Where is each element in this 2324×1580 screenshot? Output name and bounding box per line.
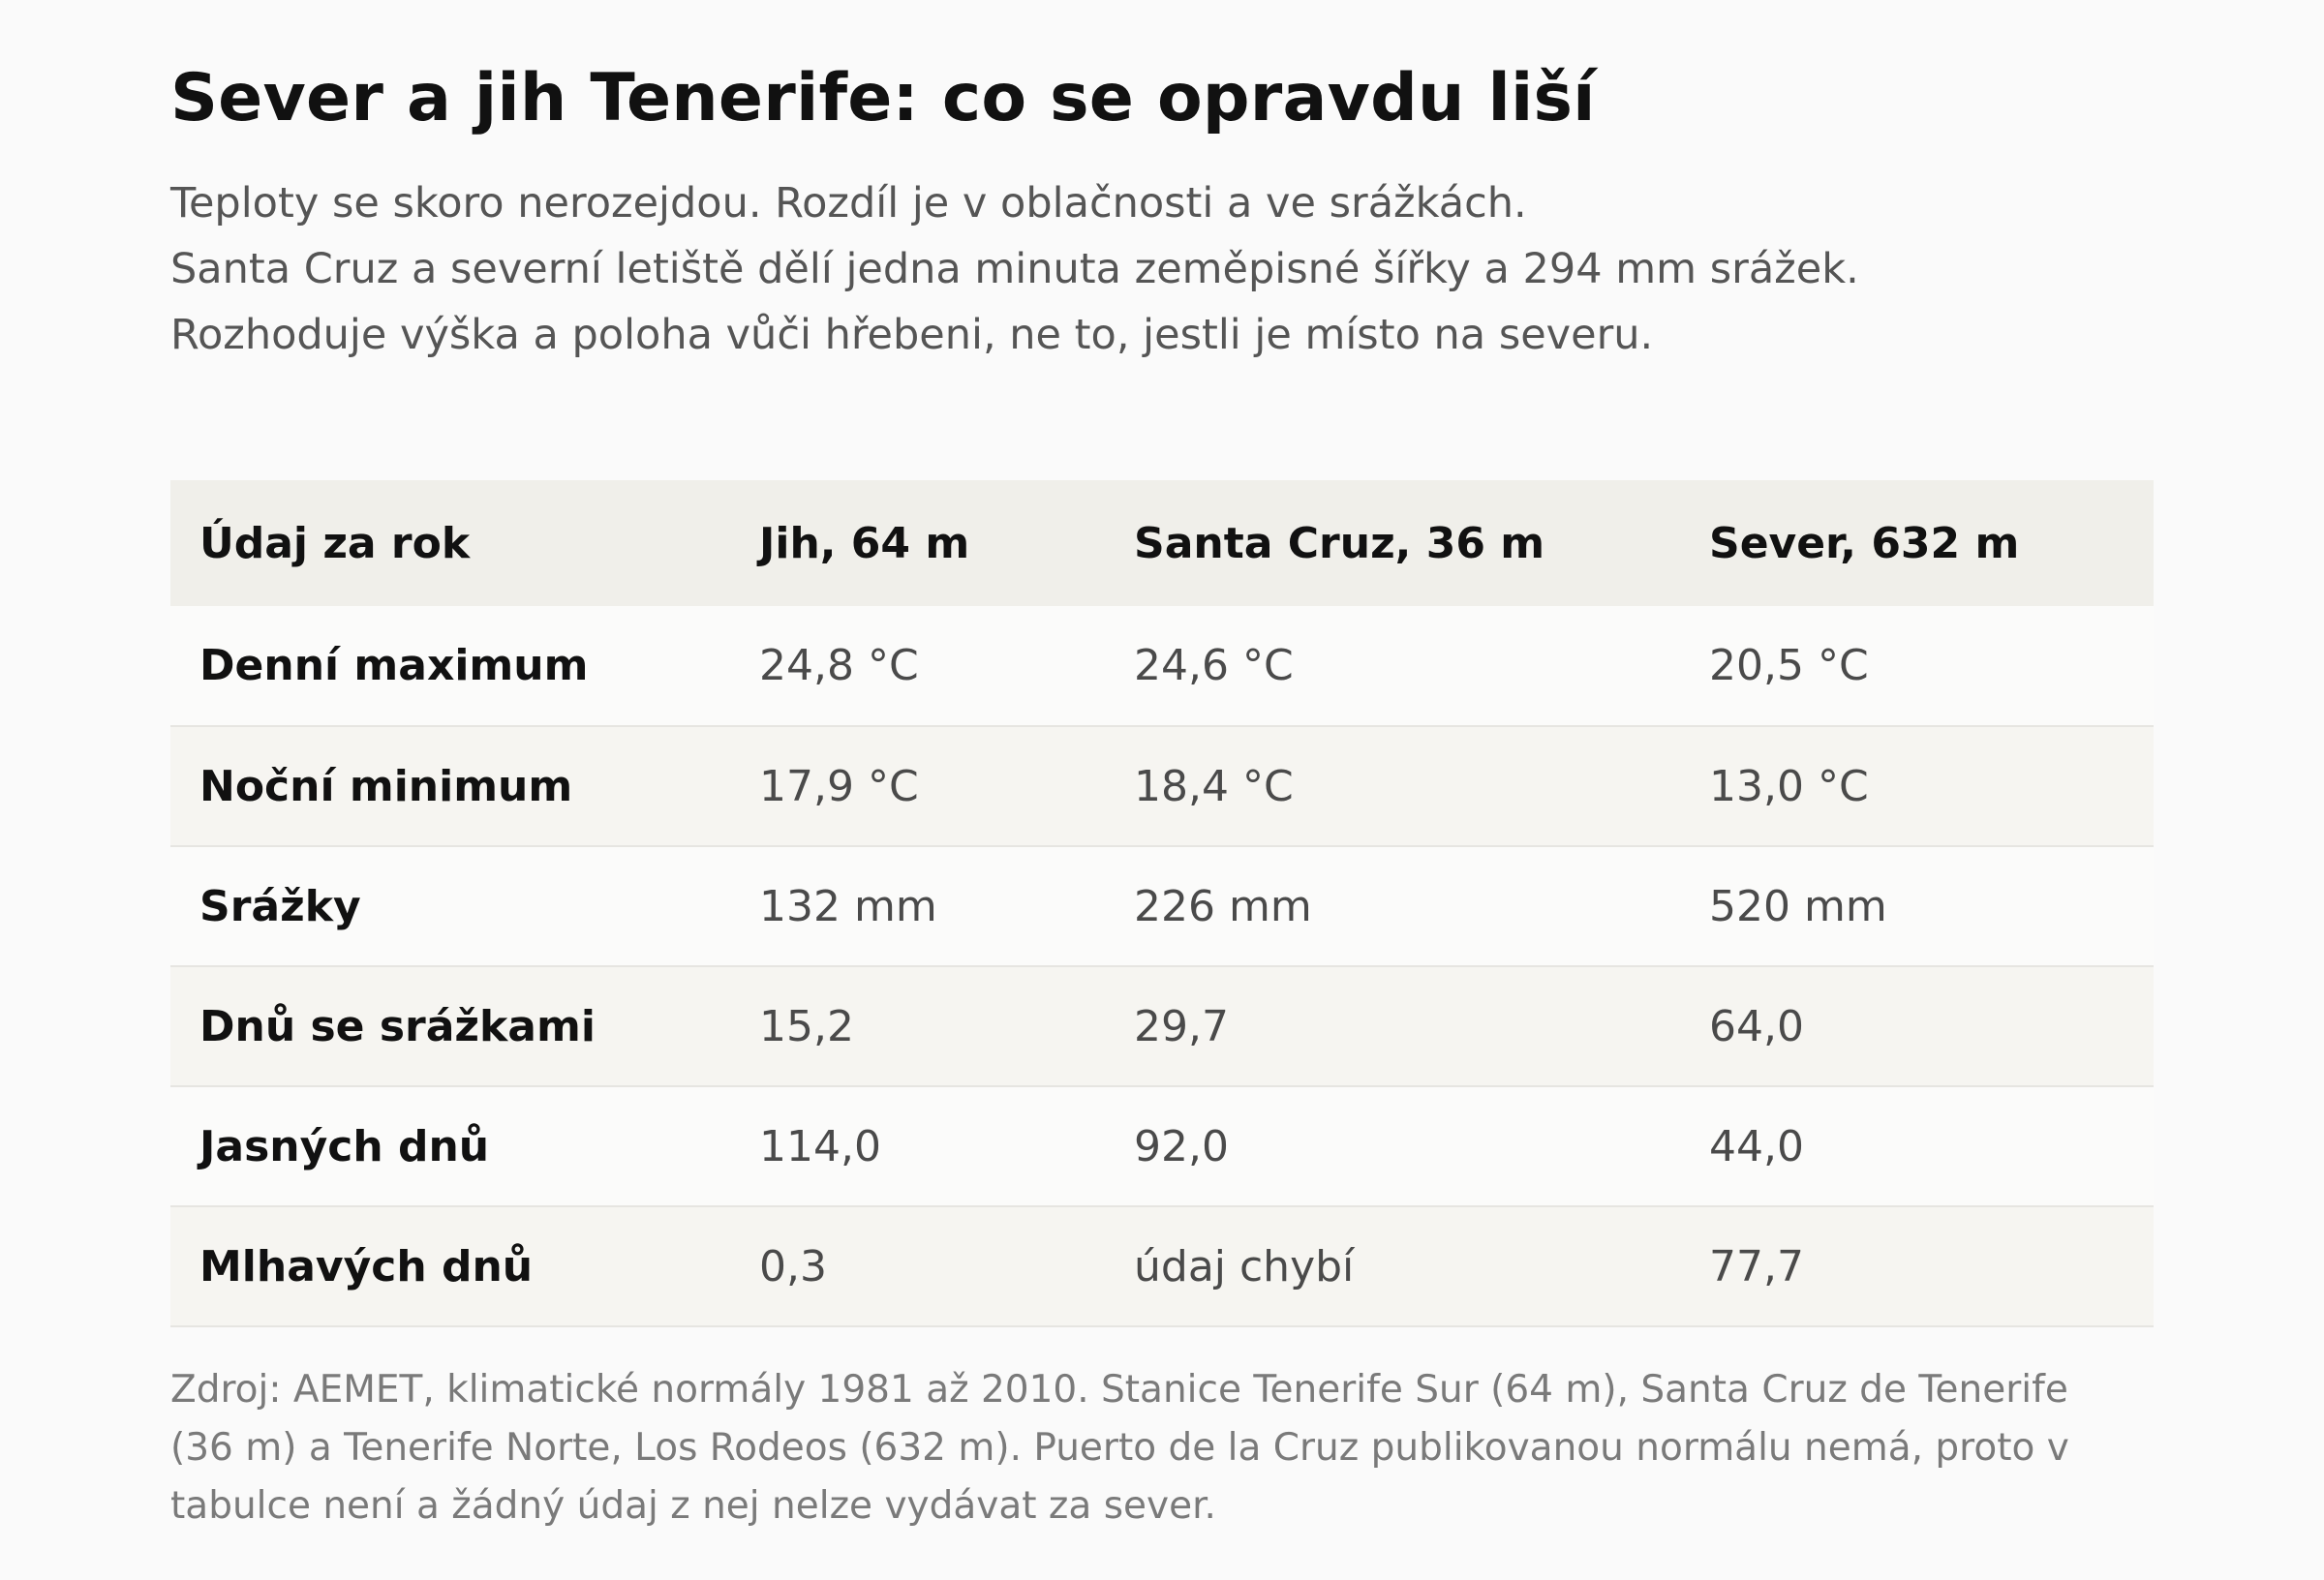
source-line: tabulce není a žádný údaj z nej nelze vy… (170, 1484, 1216, 1528)
column-header-south: Jih, 64 m (759, 518, 970, 568)
table-cell: 20,5 °C (1709, 641, 1869, 690)
row-label: Srážky (199, 881, 361, 931)
climate-table: Údaj za rok Jih, 64 m Santa Cruz, 36 m S… (170, 480, 2154, 1327)
source-line: (36 m) a Tenerife Norte, Los Rodeos (632… (170, 1426, 2069, 1470)
table-row: Srážky 132 mm 226 mm 520 mm (170, 846, 2154, 966)
table-cell: 132 mm (759, 881, 937, 931)
table-cell: 64,0 (1709, 1001, 1804, 1051)
table-row: Denní maximum 24,8 °C 24,6 °C 20,5 °C (170, 606, 2154, 726)
table-cell: 13,0 °C (1709, 761, 1869, 811)
row-label: Dnů se srážkami (199, 1001, 596, 1051)
table-row: Mlhavých dnů 0,3 údaj chybí 77,7 (170, 1206, 2154, 1326)
table-cell: 18,4 °C (1134, 761, 1294, 811)
column-header-metric: Údaj za rok (199, 518, 471, 568)
table-cell: 29,7 (1134, 1001, 1229, 1051)
table-cell: 77,7 (1709, 1241, 1804, 1291)
lede: Teploty se skoro nerozejdou. Rozdíl je v… (170, 170, 2154, 368)
row-label: Denní maximum (199, 641, 589, 690)
table-row: Jasných dnů 114,0 92,0 44,0 (170, 1086, 2154, 1206)
lede-line: Santa Cruz a severní letiště dělí jedna … (170, 245, 1859, 293)
source-line: Zdroj: AEMET, klimatické normály 1981 až… (170, 1368, 2068, 1412)
table-cell: 44,0 (1709, 1121, 1804, 1171)
table-cell: 15,2 (759, 1001, 854, 1051)
table-cell: údaj chybí (1134, 1241, 1355, 1291)
table-header-row: Údaj za rok Jih, 64 m Santa Cruz, 36 m S… (170, 480, 2154, 606)
column-header-santa-cruz: Santa Cruz, 36 m (1134, 518, 1545, 568)
lede-line: Teploty se skoro nerozejdou. Rozdíl je v… (170, 179, 1527, 228)
table-cell: 226 mm (1134, 881, 1312, 931)
row-label: Mlhavých dnů (199, 1241, 534, 1291)
table-cell: 24,8 °C (759, 641, 919, 690)
table-cell: 520 mm (1709, 881, 1887, 931)
table-cell: 114,0 (759, 1121, 881, 1171)
page-title: Sever a jih Tenerife: co se opravdu liší (170, 60, 1596, 137)
lede-line: Rozhoduje výška a poloha vůči hřebeni, n… (170, 311, 1654, 359)
table-cell: 0,3 (759, 1241, 827, 1291)
table-cell: 24,6 °C (1134, 641, 1294, 690)
table-cell: 92,0 (1134, 1121, 1229, 1171)
source-note: Zdroj: AEMET, klimatické normály 1981 až… (170, 1361, 2154, 1535)
column-header-north: Sever, 632 m (1709, 518, 2020, 568)
row-label: Noční minimum (199, 761, 573, 811)
table-row: Noční minimum 17,9 °C 18,4 °C 13,0 °C (170, 726, 2154, 846)
row-label: Jasných dnů (199, 1121, 490, 1171)
table-row: Dnů se srážkami 15,2 29,7 64,0 (170, 966, 2154, 1086)
table-cell: 17,9 °C (759, 761, 919, 811)
